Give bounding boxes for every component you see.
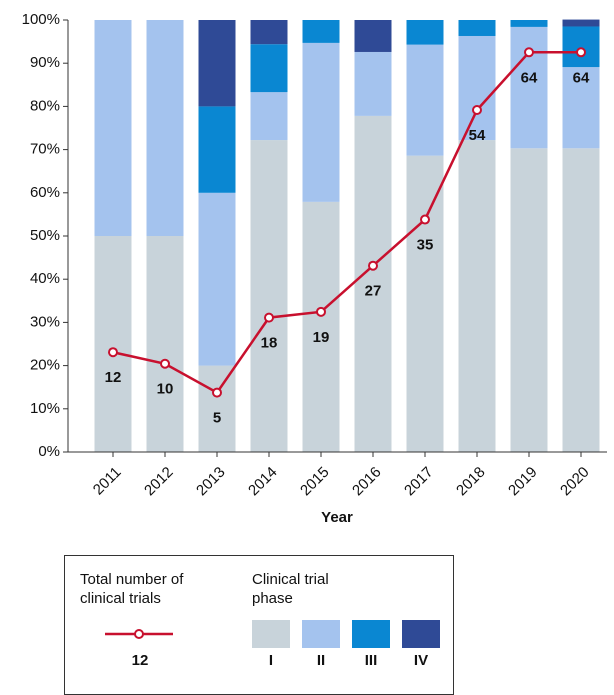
data-label: 12 <box>105 369 122 386</box>
bar-segment <box>406 20 444 45</box>
data-label: 5 <box>213 410 221 427</box>
line-marker <box>160 358 170 369</box>
bar-segment <box>510 148 548 452</box>
line-marker <box>472 104 482 115</box>
bar-segment <box>406 44 444 156</box>
bar-segment <box>250 92 288 141</box>
bar-segment <box>458 140 496 452</box>
bar-segment <box>510 20 548 27</box>
y-tick-label: 50% <box>30 227 60 244</box>
data-label: 54 <box>469 127 486 144</box>
line-marker <box>108 347 118 358</box>
bar-segment <box>406 155 444 452</box>
legend-marker <box>134 629 144 639</box>
line <box>112 51 581 395</box>
x-tick-label: 2013 <box>193 464 229 500</box>
x-axis-label: Year <box>321 509 353 526</box>
y-tick-label: 0% <box>38 443 60 460</box>
line-marker <box>576 47 586 58</box>
x-tick-label: 2020 <box>557 464 593 500</box>
line-marker <box>420 214 430 225</box>
bar-segment <box>250 44 288 93</box>
legend-swatch <box>252 620 290 648</box>
line-marker <box>524 47 534 58</box>
bar-segment <box>562 148 600 452</box>
bar-segment <box>458 35 496 141</box>
bar-segment <box>146 20 184 236</box>
x-tick-label: 2019 <box>505 464 541 500</box>
legend-swatch <box>352 620 390 648</box>
y-tick-label: 20% <box>30 357 60 374</box>
y-tick-label: 10% <box>30 400 60 417</box>
data-label: 10 <box>157 381 174 398</box>
legend-title: Clinical trial phase <box>252 571 329 607</box>
legend-label: III <box>364 652 378 669</box>
legend-line-title: Total number of clinical trials <box>80 571 184 607</box>
bar-segment <box>302 42 340 202</box>
legend-sample-label: 12 <box>131 652 149 669</box>
y-tick-label: 70% <box>30 141 60 158</box>
line-marker <box>212 387 222 398</box>
y-tick-label: 80% <box>30 97 60 114</box>
y-tick-label: 100% <box>22 11 60 28</box>
x-tick-label: 2011 <box>90 464 125 499</box>
bar-segment <box>250 140 288 452</box>
y-tick-label: 90% <box>30 54 60 71</box>
bar-segment <box>250 20 288 45</box>
legend-swatch <box>402 620 440 648</box>
data-label: 64 <box>573 69 590 86</box>
bar-segment <box>354 51 392 116</box>
y-tick-label: 60% <box>30 184 60 201</box>
bar-segment <box>302 201 340 452</box>
bar-segment <box>354 115 392 453</box>
bar-segment <box>198 365 236 452</box>
bar-segment <box>146 236 184 452</box>
legend-label: I <box>268 652 274 669</box>
bar-segment <box>562 26 600 68</box>
data-label: 19 <box>313 329 330 346</box>
bar-segment <box>510 26 548 149</box>
line-marker <box>316 306 326 317</box>
bar-segment <box>198 192 236 366</box>
x-tick-label: 2012 <box>141 464 177 500</box>
bar-segment <box>562 19 600 27</box>
y-tick-label: 30% <box>30 313 60 330</box>
data-label: 64 <box>521 69 538 86</box>
data-label: 35 <box>417 237 434 254</box>
legend-line-swatch <box>105 629 173 639</box>
data-label: 27 <box>365 283 382 300</box>
line-marker <box>264 312 274 323</box>
x-tick-label: 2018 <box>453 464 489 500</box>
bar-segment <box>562 67 600 149</box>
legend: Total number of clinical trials 12 Clini… <box>64 555 454 695</box>
bar-segment <box>198 20 236 107</box>
x-tick-label: 2014 <box>245 464 281 500</box>
bar-segment <box>458 20 496 36</box>
line-marker <box>368 260 378 271</box>
legend-swatch <box>302 620 340 648</box>
bar-segment <box>94 236 132 452</box>
bar-segment <box>94 20 132 236</box>
legend-label: IV <box>413 652 429 669</box>
x-tick-label: 2016 <box>349 464 385 500</box>
legend-label: II <box>316 652 326 669</box>
bar-segment <box>198 106 236 193</box>
x-tick-label: 2015 <box>297 464 333 500</box>
x-tick-label: 2017 <box>401 464 437 500</box>
bar-segment <box>354 20 392 52</box>
data-label: 18 <box>261 335 278 352</box>
bar-segment <box>302 20 340 43</box>
y-tick-label: 40% <box>30 270 60 287</box>
